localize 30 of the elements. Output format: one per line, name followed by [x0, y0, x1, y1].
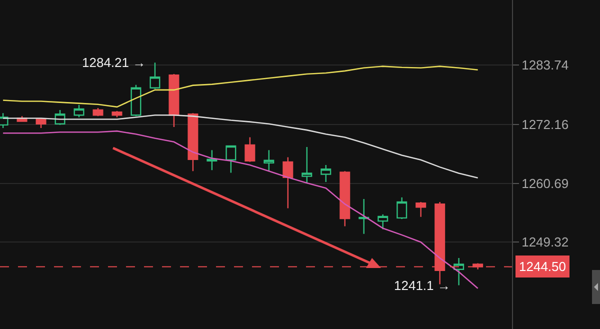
candlestick	[264, 150, 274, 172]
line-series	[2, 66, 478, 108]
candlestick	[340, 170, 350, 227]
candlestick	[378, 214, 388, 230]
annotation: 1284.21 →	[82, 55, 146, 70]
candlestick	[416, 201, 426, 218]
candlestick	[130, 84, 142, 117]
candlestick	[92, 107, 104, 117]
y-tick-label: 1272.16	[522, 117, 569, 132]
annotation: 1241.1 →	[394, 278, 450, 293]
candlestick	[302, 146, 312, 184]
ref-line-label: 1244.50	[519, 259, 566, 274]
candlestick	[320, 164, 332, 183]
candlestick	[396, 196, 408, 220]
line-series	[2, 130, 478, 290]
candlestick	[358, 198, 370, 234]
candlestick	[282, 156, 294, 209]
candlestick	[112, 110, 122, 118]
candlestick	[454, 257, 464, 286]
candlestick	[226, 144, 236, 174]
line-series	[2, 114, 478, 179]
candlestick	[244, 136, 256, 163]
candlestick	[188, 112, 198, 172]
candlestick	[150, 62, 160, 90]
y-tick-label: 1260.69	[522, 176, 569, 192]
candlestick	[74, 104, 84, 118]
candlestick	[206, 150, 218, 171]
y-tick-label: 1249.32	[522, 234, 569, 250]
y-tick-label: 1283.74	[522, 58, 569, 73]
candlestick	[168, 73, 180, 128]
